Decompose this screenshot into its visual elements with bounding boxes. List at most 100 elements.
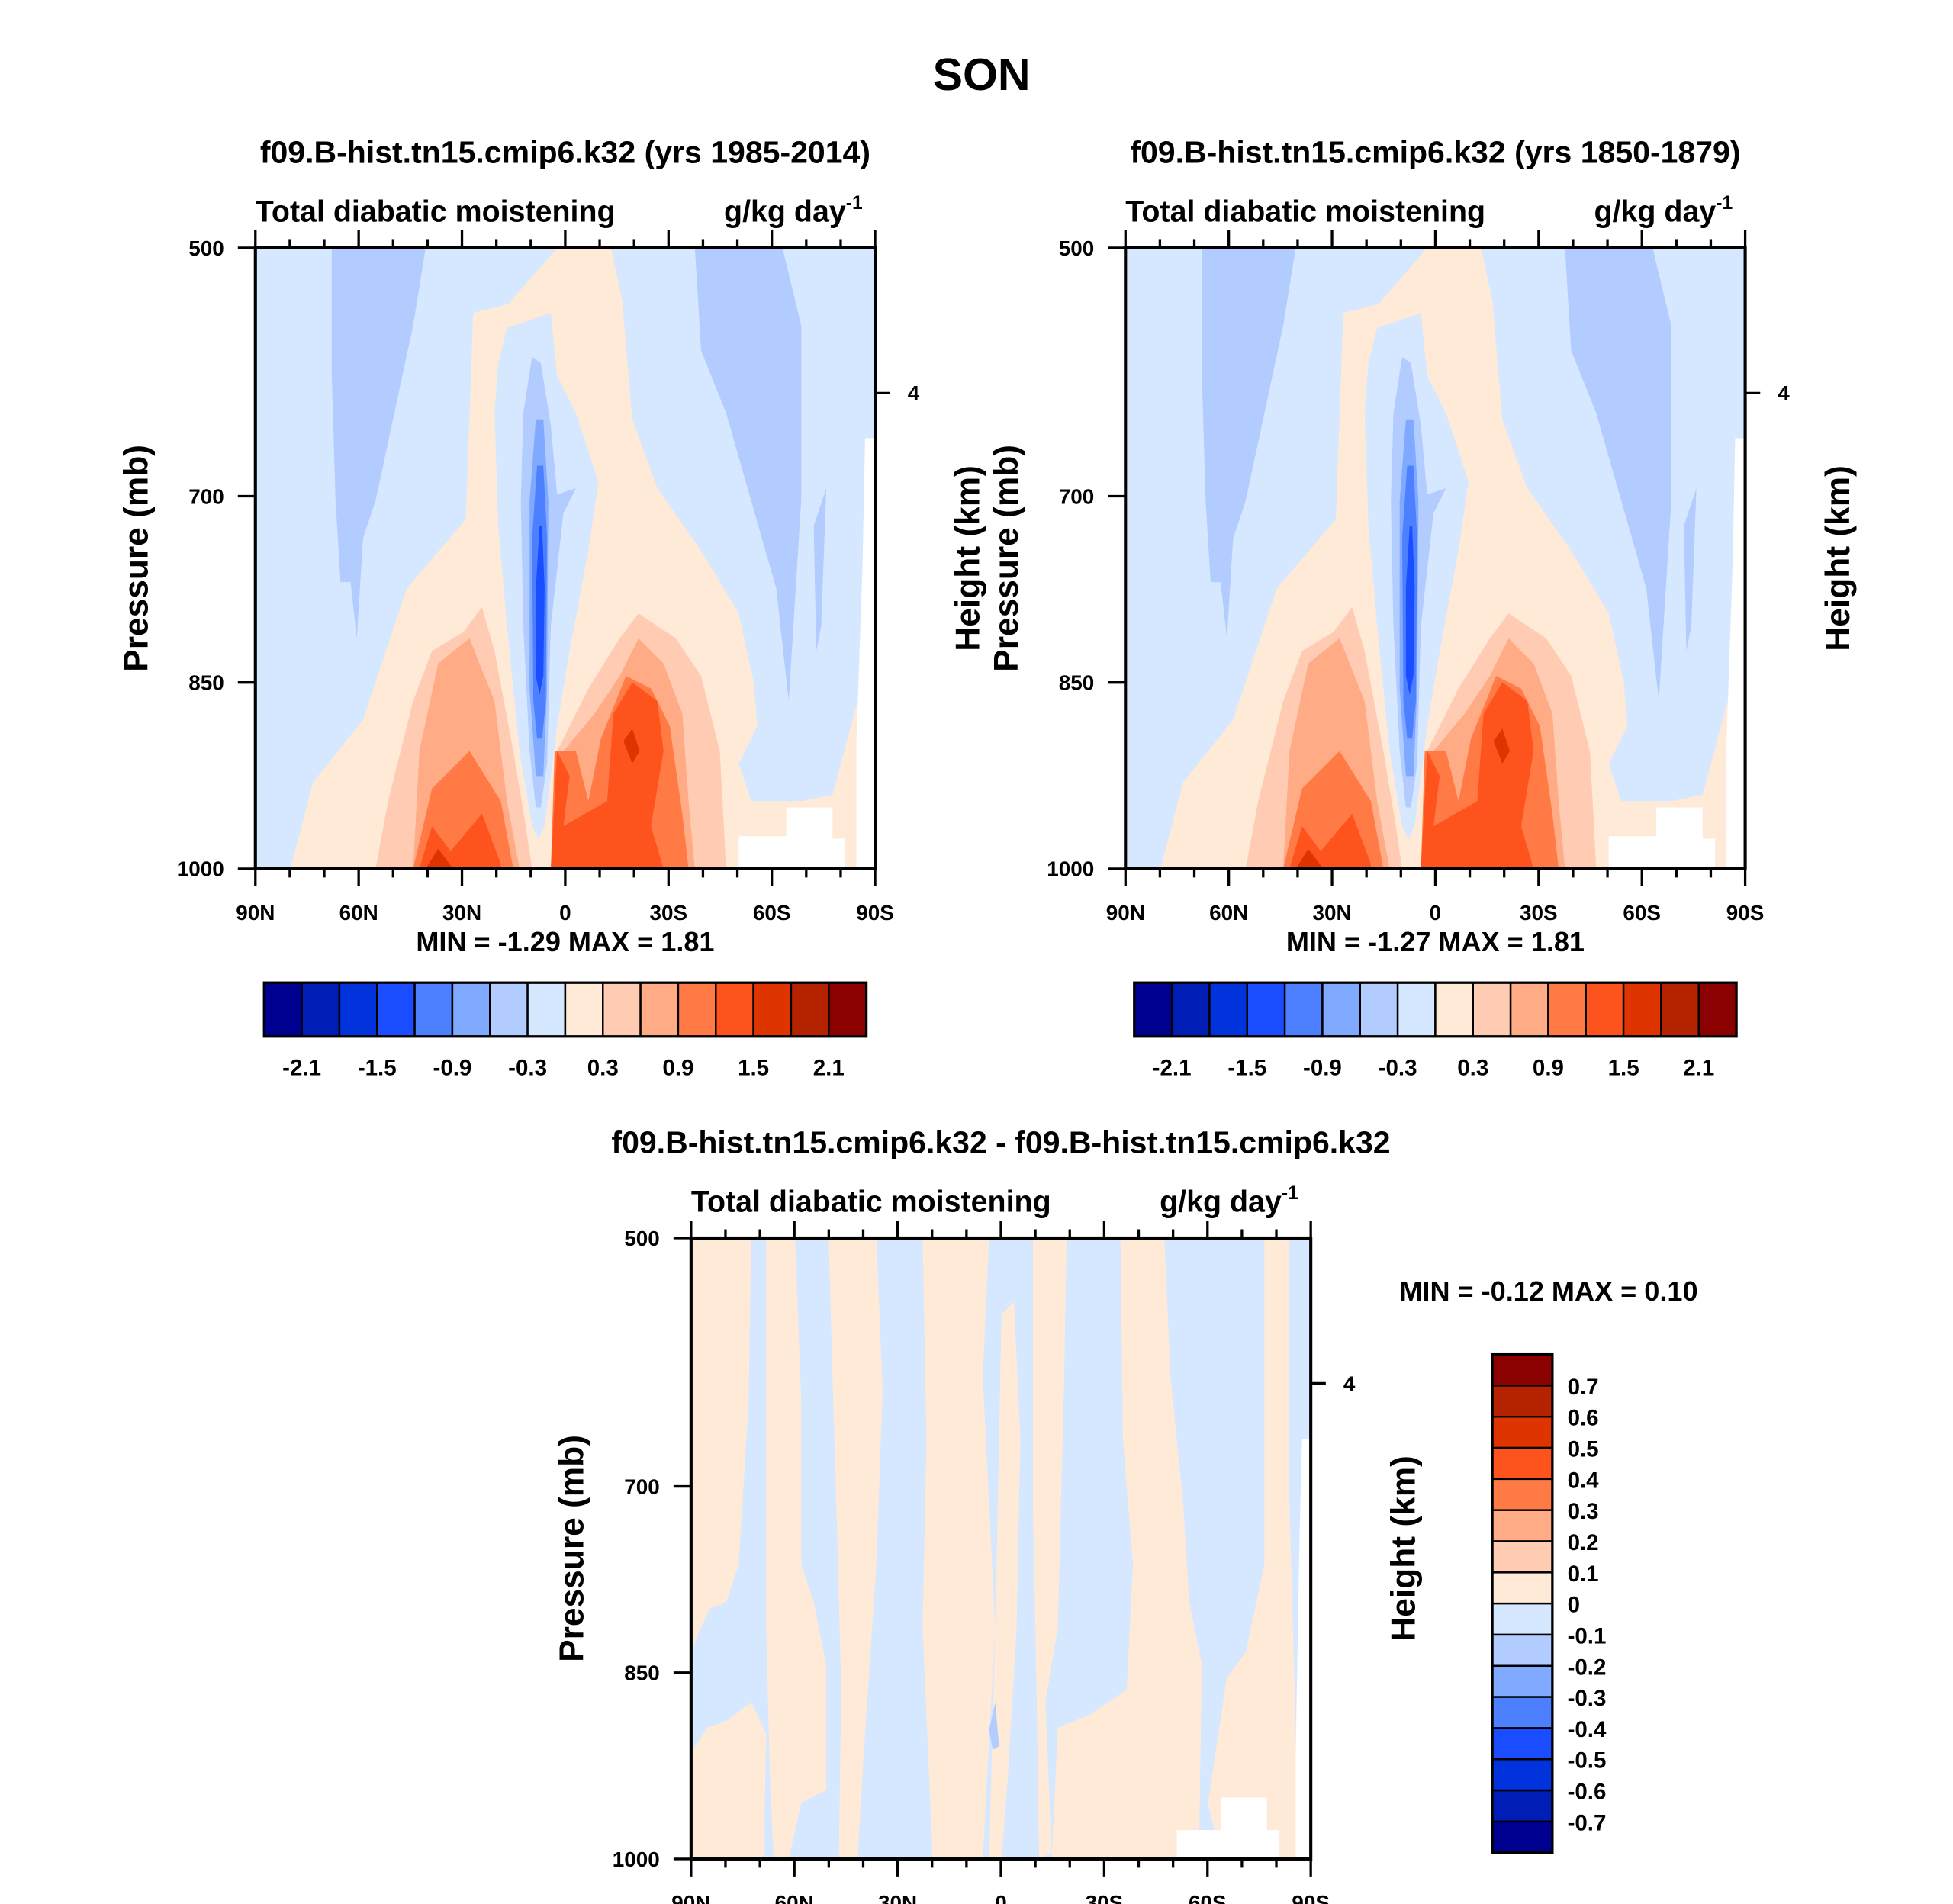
contour-region <box>828 1237 883 1859</box>
contour-region <box>922 1237 996 1859</box>
contour-fills <box>690 1237 1311 1859</box>
colorbar-box <box>1491 1571 1554 1605</box>
colorbar-label: -1.5 <box>1227 1056 1266 1081</box>
x-tick-label: 60S <box>753 901 791 925</box>
y-axis-label: Pressure (mb) <box>988 445 1025 672</box>
contour-region <box>813 488 827 651</box>
left-string: Total diabatic moistening <box>691 1185 1051 1219</box>
units-exponent: -1 <box>1716 193 1733 214</box>
y-axis-label: Pressure (mb) <box>554 1435 591 1662</box>
y-right-axis-label: Height (km) <box>1385 1455 1422 1642</box>
y-right-axis-label: Height (km) <box>949 465 986 651</box>
colorbar-box <box>1491 1664 1554 1698</box>
min-max-text: MIN = -1.29 MAX = 1.81 <box>416 926 714 957</box>
colorbar-box <box>1491 1727 1554 1761</box>
contour-region <box>1421 682 1534 869</box>
colorbar-box <box>602 981 642 1037</box>
x-tick-label: 30N <box>878 1891 917 1904</box>
y-tick-label: 850 <box>1059 671 1095 695</box>
colorbar-frame <box>1491 1352 1554 1854</box>
contour-region <box>989 1301 1021 1859</box>
colorbar-label: -0.3 <box>1568 1686 1607 1711</box>
colorbar-box <box>1491 1820 1554 1854</box>
units-label: g/kg day <box>1160 1185 1282 1219</box>
panel-title: f09.B-hist.tn15.cmip6.k32 (yrs 1985-2014… <box>260 134 870 169</box>
contour-region <box>1032 1237 1067 1859</box>
colorbar-box <box>1491 1446 1554 1481</box>
colorbar-box <box>489 981 529 1037</box>
missing-data-region <box>1608 807 1716 869</box>
y-tick-label: 500 <box>624 1227 660 1250</box>
left-string: Total diabatic moistening <box>256 195 616 228</box>
x-tick-label: 30N <box>442 901 481 925</box>
colorbar-box <box>526 981 567 1037</box>
y-axis-label: Pressure (mb) <box>118 445 156 672</box>
colorbar-box <box>413 981 454 1037</box>
contour-region <box>551 682 664 869</box>
colorbar: 0.7 0.6 0.5 0.4 0.3 0.2 0.1 0 -0.1 -0.2 -0.3 -0.4 -0… <box>1491 1352 1607 1854</box>
colorbar-label: -0.5 <box>1568 1748 1607 1774</box>
contour-region <box>623 728 640 764</box>
colorbar-box <box>263 981 303 1037</box>
colorbar-box <box>752 981 793 1037</box>
colorbar-label: -0.3 <box>1379 1056 1417 1081</box>
x-tick-label: 30S <box>650 901 688 925</box>
contour-fills <box>1125 247 1745 869</box>
units-string: g/kg day-1 <box>1594 193 1733 228</box>
colorbar-box <box>1208 981 1248 1037</box>
colorbar-label: 2.1 <box>813 1056 845 1081</box>
colorbar-label: 0.7 <box>1568 1375 1599 1400</box>
colorbar-box <box>338 981 378 1037</box>
colorbar-box <box>1660 981 1700 1037</box>
contour-region <box>1565 247 1671 701</box>
x-tick-label: 60S <box>1189 1891 1227 1904</box>
contour-fills <box>255 247 876 869</box>
colorbar-label: 2.1 <box>1683 1056 1714 1081</box>
y-tick-label: 850 <box>188 671 224 695</box>
colorbar-label: 0.3 <box>1457 1056 1488 1081</box>
colorbar-label: 0.9 <box>1533 1056 1564 1081</box>
x-tick-label: 90N <box>1106 901 1145 925</box>
colorbar-label: 0.5 <box>1568 1437 1599 1462</box>
colorbar-box <box>1509 981 1549 1037</box>
colorbar-box <box>1491 1509 1554 1542</box>
colorbar-label: -0.1 <box>1568 1623 1607 1648</box>
contour-region <box>1405 526 1415 695</box>
x-tick-label: 90N <box>236 901 275 925</box>
colorbar-box <box>828 981 867 1037</box>
colorbar-box <box>677 981 717 1037</box>
colorbar-label: -0.4 <box>1568 1717 1607 1742</box>
units-exponent: -1 <box>1282 1183 1298 1204</box>
x-tick-label: 0 <box>559 901 571 925</box>
x-tick-label: 0 <box>1430 901 1442 925</box>
y-tick-label: 700 <box>1059 484 1095 508</box>
x-tick-label: 60N <box>339 901 378 925</box>
colorbar-box <box>1491 1478 1554 1511</box>
panel-title: f09.B-hist.tn15.cmip6.k32 (yrs 1850-1879… <box>1130 134 1740 169</box>
contour-region <box>331 247 426 638</box>
left-string: Total diabatic moistening <box>1125 195 1485 228</box>
contour-region <box>694 247 802 701</box>
y-tick-label: 700 <box>624 1475 660 1498</box>
x-tick-label: 90S <box>1292 1891 1330 1904</box>
colorbar-box <box>1396 981 1437 1037</box>
x-tick-label: 60S <box>1623 901 1661 925</box>
colorbar-box <box>1491 1758 1554 1792</box>
contour-region <box>536 526 545 695</box>
x-tick-label: 30S <box>1086 1891 1124 1904</box>
contour-region <box>766 1237 827 1859</box>
missing-data-region <box>738 807 845 869</box>
colorbar-frame <box>1133 981 1738 1038</box>
contour-region <box>1208 1237 1296 1859</box>
colorbar-box <box>564 981 604 1037</box>
colorbar-label: 1.5 <box>1608 1056 1639 1081</box>
colorbar-box <box>1491 1416 1554 1449</box>
colorbar-label: -0.6 <box>1568 1780 1607 1805</box>
colorbar-box <box>1622 981 1662 1037</box>
y-tick-label: 850 <box>624 1661 660 1685</box>
y-tick-label: 500 <box>1059 236 1095 260</box>
contour-region <box>690 1702 767 1859</box>
colorbar-box <box>1491 1540 1554 1574</box>
colorbar-box <box>1472 981 1512 1037</box>
colorbar-box <box>1170 981 1211 1037</box>
